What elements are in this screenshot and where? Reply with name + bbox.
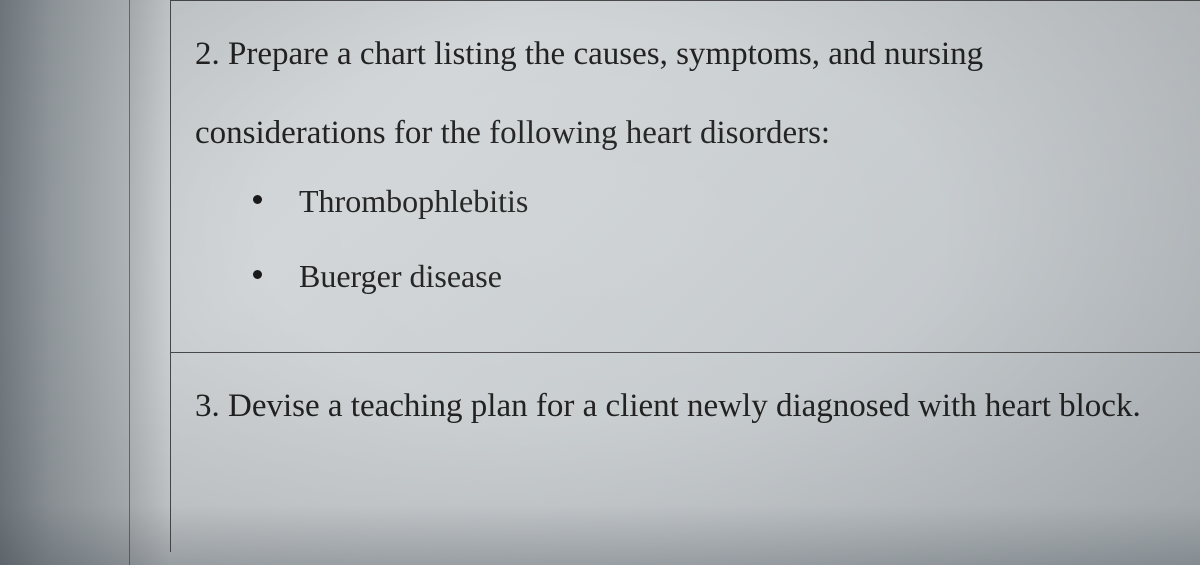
table-cell-item-2: 2. Prepare a chart listing the causes, s… (170, 0, 1200, 352)
page-fold-shadow (130, 0, 170, 565)
question-2-text: 2. Prepare a chart listing the causes, s… (195, 15, 1180, 173)
question-2-bullets: Thrombophlebitis Buerger disease (253, 179, 1180, 299)
page-left-margin (0, 0, 130, 565)
list-item: Buerger disease (253, 254, 1180, 299)
document-content: 2. Prepare a chart listing the causes, s… (170, 0, 1200, 565)
table-cell-item-3: 3. Devise a teaching plan for a client n… (170, 352, 1200, 552)
list-item: Thrombophlebitis (253, 179, 1180, 224)
question-3-text: 3. Devise a teaching plan for a client n… (195, 367, 1180, 446)
